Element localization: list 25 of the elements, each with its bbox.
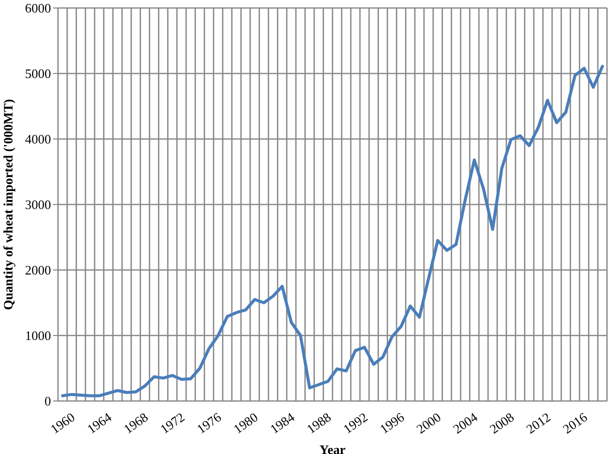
x-tick-label: 2008 <box>486 409 517 437</box>
x-tick-label: 1964 <box>84 409 115 437</box>
y-tick-label: 4000 <box>25 132 51 147</box>
y-tick-label: 5000 <box>25 66 51 82</box>
x-tick-label: 1988 <box>304 409 334 437</box>
x-tick-label: 1996 <box>377 409 408 437</box>
x-tick-label: 1972 <box>157 409 188 437</box>
x-tick-label: 1960 <box>48 409 78 437</box>
x-tick-label: 1984 <box>267 409 298 437</box>
x-tick-label: 1992 <box>340 409 370 437</box>
y-tick-label: 6000 <box>25 0 51 16</box>
y-tick-label: 0 <box>44 394 51 409</box>
x-tick-label: 1976 <box>194 409 224 437</box>
x-axis-title: Year <box>320 442 346 454</box>
x-tick-label: 2004 <box>450 409 481 437</box>
x-tick-label: 1980 <box>230 409 261 437</box>
x-tick-label: 2016 <box>560 409 590 437</box>
y-tick-label: 3000 <box>25 197 51 212</box>
y-tick-label: 2000 <box>25 262 51 278</box>
y-tick-label: 1000 <box>25 328 51 344</box>
x-tick-label: 2000 <box>414 409 444 437</box>
line-series <box>61 64 604 398</box>
x-tick-label: 2012 <box>523 409 554 437</box>
x-tick-label: 1968 <box>120 409 151 437</box>
y-axis-title: Quantity of wheat imported ('000MT) <box>0 99 16 310</box>
